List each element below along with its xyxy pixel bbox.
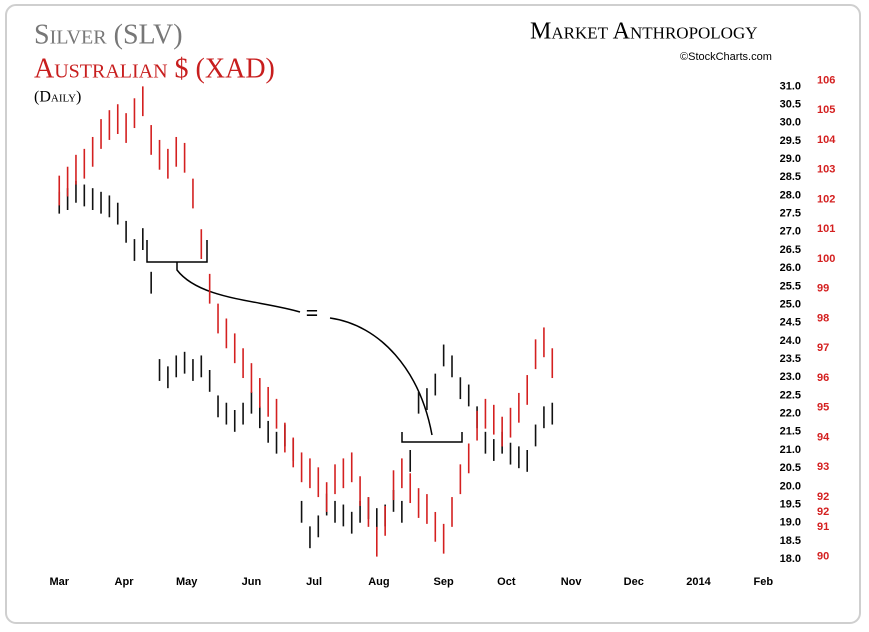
y-tick-label: 25.5 <box>780 280 801 292</box>
x-tick-label: Oct <box>497 576 516 588</box>
y-tick-label: 22.0 <box>780 408 801 420</box>
y-tick-label: 26.0 <box>780 262 801 274</box>
y-tick-label: 25.0 <box>780 298 801 310</box>
y-tick-label: 22.5 <box>780 389 801 401</box>
y-tick-label: 28.0 <box>780 189 801 201</box>
y2-tick-label: 94 <box>817 431 830 443</box>
y2-tick-label: 98 <box>817 312 829 324</box>
y2-tick-label: 105 <box>817 104 835 116</box>
y-tick-label: 24.0 <box>780 335 801 347</box>
y2-tick-label: 91 <box>817 521 829 533</box>
chart-subtitle: (Daily) <box>34 89 81 106</box>
chart-panel <box>6 5 860 623</box>
y2-tick-label: 95 <box>817 402 829 414</box>
y-tick-label: 20.5 <box>780 462 801 474</box>
x-tick-label: Dec <box>624 576 644 588</box>
y-tick-label: 21.5 <box>780 426 801 438</box>
y-tick-label: 31.0 <box>780 80 801 92</box>
y-tick-label: 18.5 <box>780 535 801 547</box>
y-tick-label: 30.0 <box>780 117 801 129</box>
y-tick-label: 21.0 <box>780 444 801 456</box>
y-tick-label: 23.5 <box>780 353 801 365</box>
x-tick-label: Sep <box>434 576 454 588</box>
x-tick-label: Feb <box>754 576 774 588</box>
y-tick-label: 27.5 <box>780 208 801 220</box>
x-tick-label: 2014 <box>686 576 711 588</box>
series-title: Australian $ (XAD) <box>34 53 275 84</box>
y-tick-label: 18.0 <box>780 553 801 565</box>
y2-tick-label: 92 <box>817 491 829 503</box>
y-tick-label: 20.0 <box>780 480 801 492</box>
y2-tick-label: 103 <box>817 164 835 176</box>
y-tick-label: 27.0 <box>780 226 801 238</box>
y2-tick-label: 96 <box>817 372 829 384</box>
y-tick-label: 23.0 <box>780 371 801 383</box>
x-tick-label: Nov <box>561 576 583 588</box>
y-tick-label: 29.0 <box>780 153 801 165</box>
y2-tick-label: 90 <box>817 551 829 563</box>
y-tick-label: 26.5 <box>780 244 801 256</box>
y2-tick-label: 104 <box>817 134 836 146</box>
series-title: Silver (SLV) <box>34 19 183 50</box>
y-tick-label: 19.0 <box>780 517 801 529</box>
y-tick-label: 24.5 <box>780 317 801 329</box>
y2-tick-label: 93 <box>817 461 829 473</box>
x-tick-label: Jul <box>306 576 322 588</box>
x-tick-label: Aug <box>368 576 389 588</box>
y-tick-label: 28.5 <box>780 171 801 183</box>
y2-tick-label: 99 <box>817 283 829 295</box>
x-tick-label: May <box>176 576 198 588</box>
x-tick-label: Apr <box>115 576 135 588</box>
annotation: = <box>306 300 319 325</box>
x-tick-label: Jun <box>242 576 262 588</box>
y2-tick-label: 106 <box>817 74 835 86</box>
y-tick-label: 19.5 <box>780 498 801 510</box>
y2-tick-label: 101 <box>817 223 835 235</box>
y2-tick-label: 100 <box>817 253 835 265</box>
y-tick-label: 30.5 <box>780 98 801 110</box>
logo: Market Anthropology <box>530 19 758 45</box>
y-tick-label: 29.5 <box>780 135 801 147</box>
y2-tick-label: 92 <box>817 506 829 518</box>
y2-tick-label: 97 <box>817 342 829 354</box>
source: ©StockCharts.com <box>680 51 772 63</box>
x-tick-label: Mar <box>49 576 69 588</box>
y2-tick-label: 102 <box>817 193 835 205</box>
